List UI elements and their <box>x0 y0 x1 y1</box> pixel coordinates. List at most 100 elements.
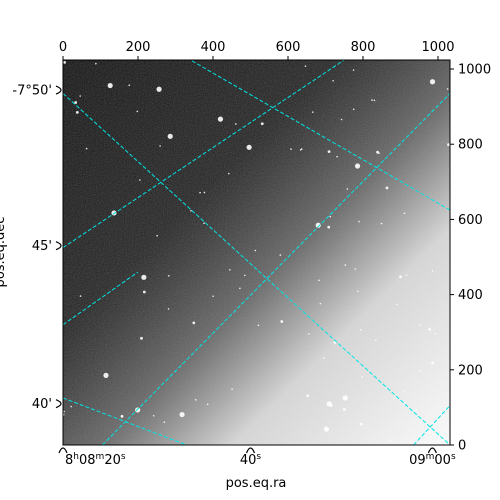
star-field <box>63 60 450 442</box>
top-tick-label: 400 <box>201 40 226 55</box>
star-mark <box>403 390 406 393</box>
star-mark <box>103 372 109 378</box>
star-mark <box>308 333 310 335</box>
star-mark <box>95 62 97 65</box>
star-mark <box>300 148 303 150</box>
star-mark <box>239 287 241 290</box>
star-mark <box>403 212 406 215</box>
star-mark <box>323 426 330 432</box>
star-mark <box>168 275 170 277</box>
star-mark <box>327 225 331 229</box>
star-mark <box>343 408 346 411</box>
right-tick-label: 0 <box>458 439 466 454</box>
star-mark <box>415 408 417 411</box>
star-mark <box>352 69 355 71</box>
star-mark <box>327 150 331 154</box>
star-mark <box>136 110 139 113</box>
grid-line <box>413 405 450 445</box>
star-mark <box>311 111 314 113</box>
sky-image <box>63 60 450 445</box>
grid-line <box>63 60 345 249</box>
star-mark <box>139 179 141 181</box>
star-mark <box>315 222 321 228</box>
ra-tick-mark <box>58 447 68 454</box>
star-mark <box>336 155 338 158</box>
star-mark <box>128 84 131 86</box>
star-mark <box>361 376 363 378</box>
star-mark <box>192 321 196 325</box>
star-mark <box>360 422 363 426</box>
star-mark <box>371 99 373 101</box>
star-mark <box>385 186 389 190</box>
top-tick-label: 800 <box>351 40 376 55</box>
top-tick-label: 0 <box>59 40 67 55</box>
star-mark <box>203 222 205 225</box>
star-mark <box>358 220 360 223</box>
coordinate-grid <box>63 60 450 445</box>
star-mark <box>319 302 322 305</box>
ra-axis: 8h08m20s 40s 09m00s <box>58 447 456 468</box>
dec-tick-mark <box>55 241 62 251</box>
star-mark <box>357 290 359 293</box>
star-mark <box>120 414 124 418</box>
star-mark <box>152 414 155 417</box>
star-mark <box>231 388 233 390</box>
dec-axis: -7°50' 45' 40' <box>12 84 62 412</box>
star-mark <box>190 209 192 212</box>
star-mark <box>432 434 435 437</box>
star-mark <box>346 188 349 190</box>
star-mark <box>306 394 310 398</box>
star-mark <box>79 295 82 297</box>
star-mark <box>419 370 421 372</box>
star-mark <box>254 249 257 252</box>
star-mark <box>179 411 185 418</box>
star-mark <box>380 222 383 225</box>
dec-tick-label: 45' <box>32 239 52 254</box>
star-mark <box>318 279 320 282</box>
star-mark <box>107 82 113 89</box>
star-mark <box>359 328 362 331</box>
star-mark <box>156 234 158 237</box>
grid-line <box>63 271 139 326</box>
star-mark <box>257 324 260 327</box>
star-mark <box>404 402 407 404</box>
ra-tick-label: 09m00s <box>409 452 456 468</box>
star-mark <box>340 118 343 121</box>
ra-tick-label: 8h08m20s <box>65 452 126 468</box>
star-mark <box>70 405 72 408</box>
star-mark <box>322 357 325 359</box>
star-mark <box>203 191 206 194</box>
grid-line <box>190 60 450 211</box>
star-mark <box>235 123 237 125</box>
grid-line <box>63 93 450 445</box>
dec-tick-label: -7°50' <box>12 84 52 99</box>
star-mark <box>342 395 348 401</box>
dec-tick-mark <box>55 399 62 409</box>
star-mark <box>141 274 147 280</box>
dec-tick-label: 40' <box>32 397 52 412</box>
star-mark <box>228 172 230 175</box>
x-axis-title: pos.eq.ra <box>226 476 287 491</box>
y-axis-title: pos.eq.dec <box>0 217 8 288</box>
star-mark <box>419 324 422 326</box>
top-tick-label: 200 <box>126 40 151 55</box>
star-mark <box>333 341 337 344</box>
star-mark <box>329 404 333 408</box>
star-mark <box>244 274 246 277</box>
star-mark <box>199 191 201 194</box>
star-mark <box>260 122 264 126</box>
top-tick-label: 1000 <box>421 40 454 55</box>
star-mark <box>63 410 65 413</box>
star-mark <box>167 133 173 139</box>
star-mark <box>304 65 307 67</box>
star-mark <box>431 361 435 365</box>
grid-line <box>102 93 450 445</box>
ra-tick-label: 40s <box>240 452 262 468</box>
star-mark <box>290 148 292 150</box>
grid-line <box>63 397 187 445</box>
star-mark <box>405 274 408 276</box>
star-mark <box>399 275 402 279</box>
right-tick-label: 200 <box>458 363 483 378</box>
right-pixel-axis: 0 200 400 600 800 1000 <box>450 63 491 454</box>
star-mark <box>447 143 450 147</box>
